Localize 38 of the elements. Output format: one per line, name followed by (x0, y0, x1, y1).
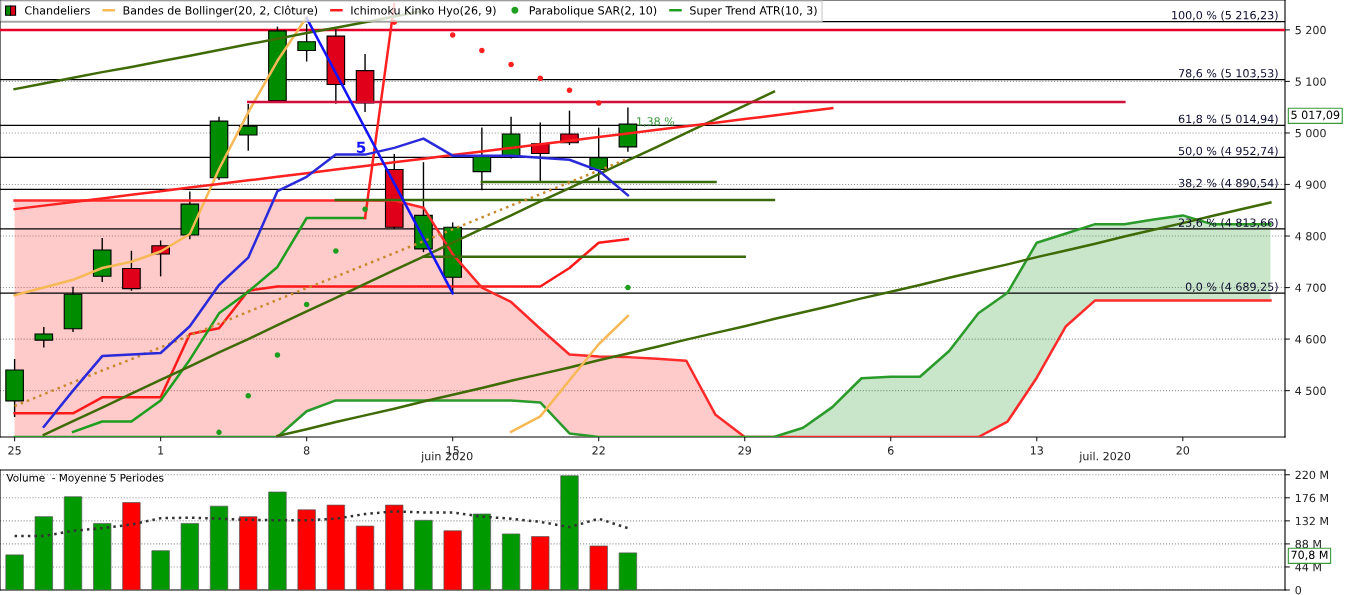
y-tick-label: 132 M (1295, 516, 1328, 526)
annotation: 5 (356, 141, 366, 154)
y-tick-label: 4 500 (1295, 386, 1326, 395)
text: 70,8 M (1291, 550, 1328, 561)
ref-line-label: 50,0 % (4 952,74) (1178, 146, 1278, 157)
ref-line-label: 38,2 % (4 890,54) (1178, 178, 1278, 189)
y-tick-label: 220 M (1295, 470, 1328, 480)
x-tick-label: 29 (738, 446, 751, 455)
x-tick-label: 8 (303, 446, 310, 455)
y-tick-label: 4 900 (1295, 180, 1326, 189)
chart-title: Volume - Moyenne 5 Periodes (6, 473, 164, 484)
legend-label: Parabolique SAR(2, 10) (529, 6, 657, 17)
legend-label: Chandeliers (25, 6, 90, 15)
y-tick-label: 4 700 (1295, 283, 1326, 292)
y-tick-label: 4 600 (1295, 335, 1326, 344)
legend-label: Ichimoku Kinko Hyo(26, 9) (351, 6, 496, 17)
x-tick-label: 20 (1176, 446, 1190, 455)
x-tick-label: 25 (8, 446, 21, 455)
y-tick-label: 4 800 (1295, 232, 1326, 241)
x-tick-label: 22 (592, 446, 605, 455)
ref-line-label: 100,0 % (5 216,23) (1172, 10, 1278, 21)
legend-label: Super Trend ATR(10, 3) (690, 6, 817, 17)
ref-line-label: 78,6 % (5 103,53) (1178, 68, 1278, 79)
text: 5 017,09 (1291, 110, 1340, 121)
legend-label: Bandes de Bollinger(20, 2, Clôture) (123, 5, 318, 17)
annotation: 1,38 % (637, 117, 675, 127)
y-tick-label: 5 200 (1295, 25, 1326, 35)
text: juil. 2020 (1079, 451, 1131, 463)
x-tick-label: 1 (158, 446, 164, 455)
x-tick-label: 13 (1030, 446, 1043, 455)
y-tick-label: 5 000 (1295, 128, 1326, 138)
ref-line-label: 0,0 % (4 689,25) (1185, 282, 1278, 293)
y-tick-label: 176 M (1295, 493, 1328, 503)
y-tick-label: 88 M (1295, 539, 1321, 549)
ref-line-label: 61,8 % (5 014,94) (1178, 114, 1278, 125)
x-tick-label: 6 (887, 446, 894, 455)
y-tick-label: 0 (1295, 585, 1302, 595)
y-tick-label: 5 100 (1295, 77, 1326, 86)
